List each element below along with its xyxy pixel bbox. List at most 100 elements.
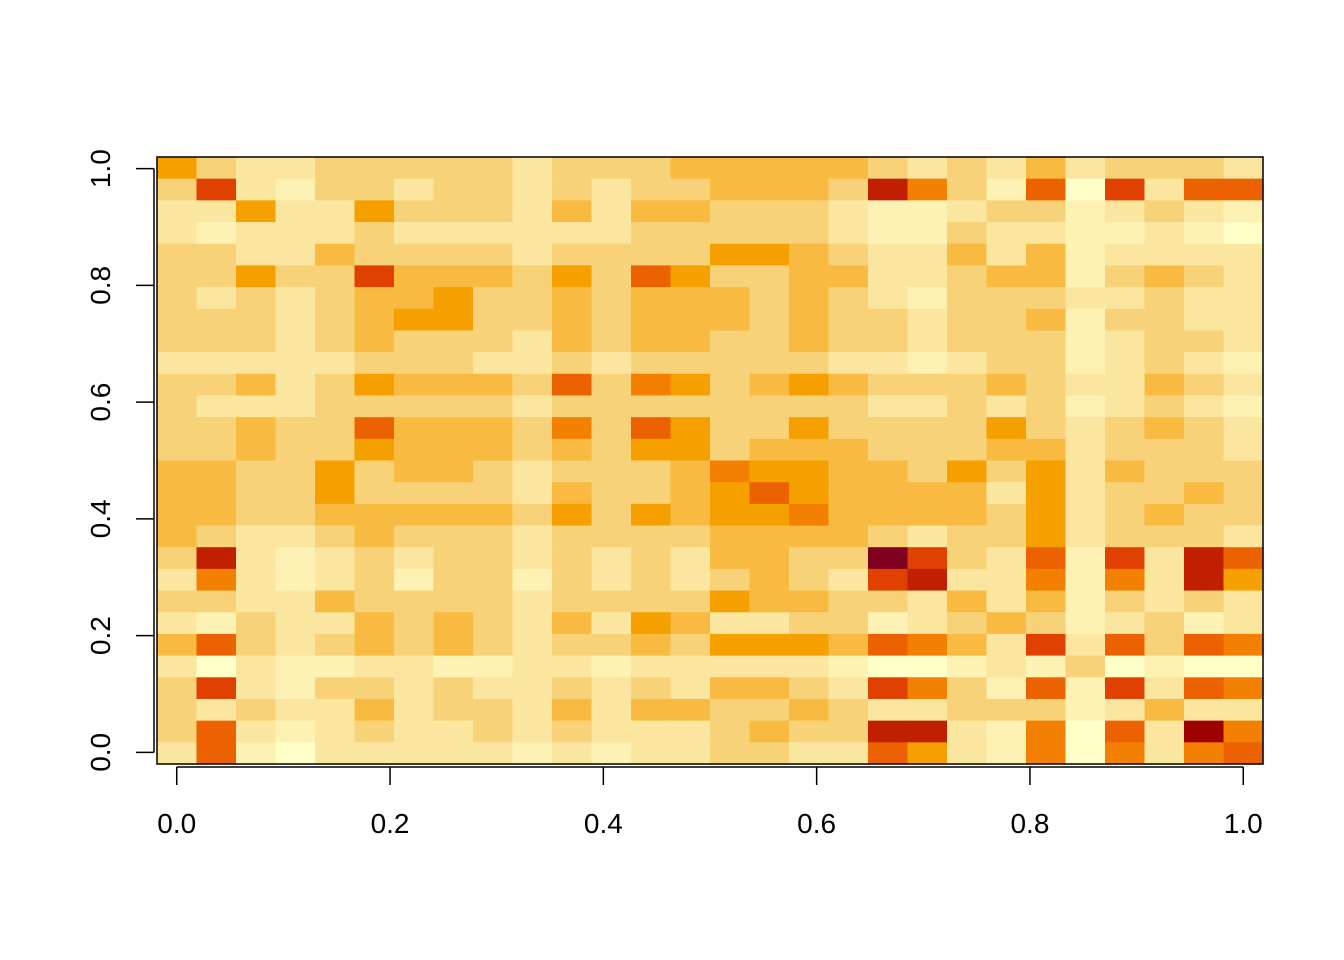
heatmap-cell <box>157 742 198 765</box>
heatmap-cell <box>196 482 237 505</box>
heatmap-cells <box>157 157 1264 765</box>
heatmap-cell <box>1065 417 1106 440</box>
heatmap-cell <box>275 482 316 505</box>
heatmap-cell <box>354 612 395 635</box>
heatmap-cell <box>196 633 237 657</box>
heatmap-cell <box>591 677 632 700</box>
heatmap-cell <box>473 633 514 657</box>
heatmap-cell <box>947 677 988 700</box>
heatmap-cell <box>670 287 711 310</box>
heatmap-cell <box>315 265 356 288</box>
heatmap-cell <box>552 373 593 397</box>
heatmap-cell <box>947 612 988 635</box>
heatmap-cell <box>947 200 988 223</box>
heatmap-cell <box>394 612 435 635</box>
heatmap-cell <box>512 438 553 462</box>
heatmap-cell <box>789 222 830 245</box>
heatmap-cell <box>1105 655 1146 678</box>
heatmap-cell <box>196 178 237 201</box>
heatmap-cell <box>710 677 751 700</box>
heatmap-cell <box>315 655 356 678</box>
heatmap-cell <box>315 157 356 180</box>
heatmap-cell <box>1065 590 1106 613</box>
heatmap-cell <box>1026 265 1067 288</box>
heatmap-cell <box>907 460 948 483</box>
heatmap-cell <box>315 633 356 657</box>
heatmap-cell <box>354 720 395 743</box>
heatmap-cell <box>828 438 869 462</box>
heatmap-cell <box>354 633 395 657</box>
heatmap-cell <box>512 417 553 440</box>
heatmap-cell <box>473 612 514 635</box>
heatmap-cell <box>275 525 316 548</box>
heatmap-cell <box>631 157 672 180</box>
heatmap-cell <box>631 568 672 592</box>
heatmap-cell <box>710 330 751 353</box>
heatmap-cell <box>473 243 514 266</box>
heatmap-cell <box>236 482 277 505</box>
heatmap-cell <box>947 698 988 722</box>
heatmap-cell <box>1026 157 1067 180</box>
heatmap-cell <box>1105 547 1146 570</box>
heatmap-cell <box>354 438 395 462</box>
heatmap-cell <box>1065 698 1106 722</box>
heatmap-cell <box>433 287 474 310</box>
heatmap-cell <box>986 568 1027 592</box>
heatmap-cell <box>710 742 751 765</box>
heatmap-cell <box>1065 200 1106 223</box>
heatmap-cell <box>552 395 593 418</box>
heatmap-cell <box>157 200 198 223</box>
heatmap-cell <box>552 157 593 180</box>
heatmap-cell <box>828 503 869 527</box>
heatmap-cell <box>591 200 632 223</box>
heatmap-cell <box>591 460 632 483</box>
heatmap-cell <box>907 373 948 397</box>
heatmap-cell <box>947 395 988 418</box>
heatmap-cell <box>315 482 356 505</box>
heatmap-cell <box>157 438 198 462</box>
heatmap-cell <box>315 612 356 635</box>
heatmap-cell <box>986 200 1027 223</box>
heatmap-cell <box>433 525 474 548</box>
heatmap-cell <box>710 243 751 266</box>
heatmap-cell <box>473 460 514 483</box>
heatmap-cell <box>512 568 553 592</box>
heatmap-cell <box>196 438 237 462</box>
heatmap-cell <box>275 438 316 462</box>
heatmap-cell <box>986 395 1027 418</box>
heatmap-cell <box>591 395 632 418</box>
heatmap-cell <box>512 373 553 397</box>
heatmap-cell <box>1184 352 1225 375</box>
heatmap-cell <box>986 482 1027 505</box>
heatmap-cell <box>631 612 672 635</box>
heatmap-cell <box>1223 330 1264 353</box>
heatmap-cell <box>710 655 751 678</box>
heatmap-cell <box>907 352 948 375</box>
heatmap-cell <box>907 222 948 245</box>
heatmap-cell <box>552 352 593 375</box>
heatmap-cell <box>986 243 1027 266</box>
heatmap-cell <box>1184 482 1225 505</box>
heatmap-cell <box>591 568 632 592</box>
heatmap-cell <box>789 590 830 613</box>
heatmap-cell <box>1105 178 1146 201</box>
heatmap-cell <box>1065 525 1106 548</box>
heatmap-cell <box>670 590 711 613</box>
heatmap-cell <box>1026 698 1067 722</box>
heatmap-cell <box>1223 287 1264 310</box>
heatmap-cell <box>749 265 790 288</box>
heatmap-cell <box>552 460 593 483</box>
heatmap-cell <box>907 438 948 462</box>
heatmap-cell <box>275 178 316 201</box>
heatmap-cell <box>157 330 198 353</box>
heatmap-cell <box>749 590 790 613</box>
heatmap-cell <box>196 395 237 418</box>
heatmap-cell <box>275 265 316 288</box>
heatmap-cell <box>986 157 1027 180</box>
heatmap-cell <box>868 265 909 288</box>
heatmap-cell <box>157 720 198 743</box>
heatmap-cell <box>394 525 435 548</box>
heatmap-cell <box>947 222 988 245</box>
heatmap-cell <box>670 417 711 440</box>
heatmap-cell <box>986 547 1027 570</box>
